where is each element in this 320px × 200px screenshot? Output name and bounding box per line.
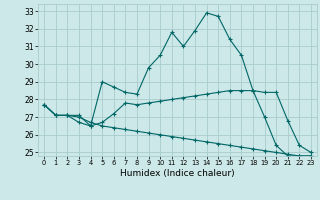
X-axis label: Humidex (Indice chaleur): Humidex (Indice chaleur) bbox=[120, 169, 235, 178]
